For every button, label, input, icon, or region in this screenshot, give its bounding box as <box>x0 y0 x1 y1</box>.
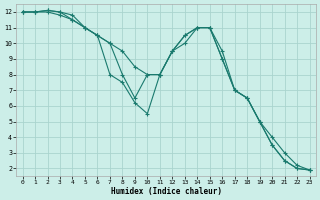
X-axis label: Humidex (Indice chaleur): Humidex (Indice chaleur) <box>111 187 221 196</box>
